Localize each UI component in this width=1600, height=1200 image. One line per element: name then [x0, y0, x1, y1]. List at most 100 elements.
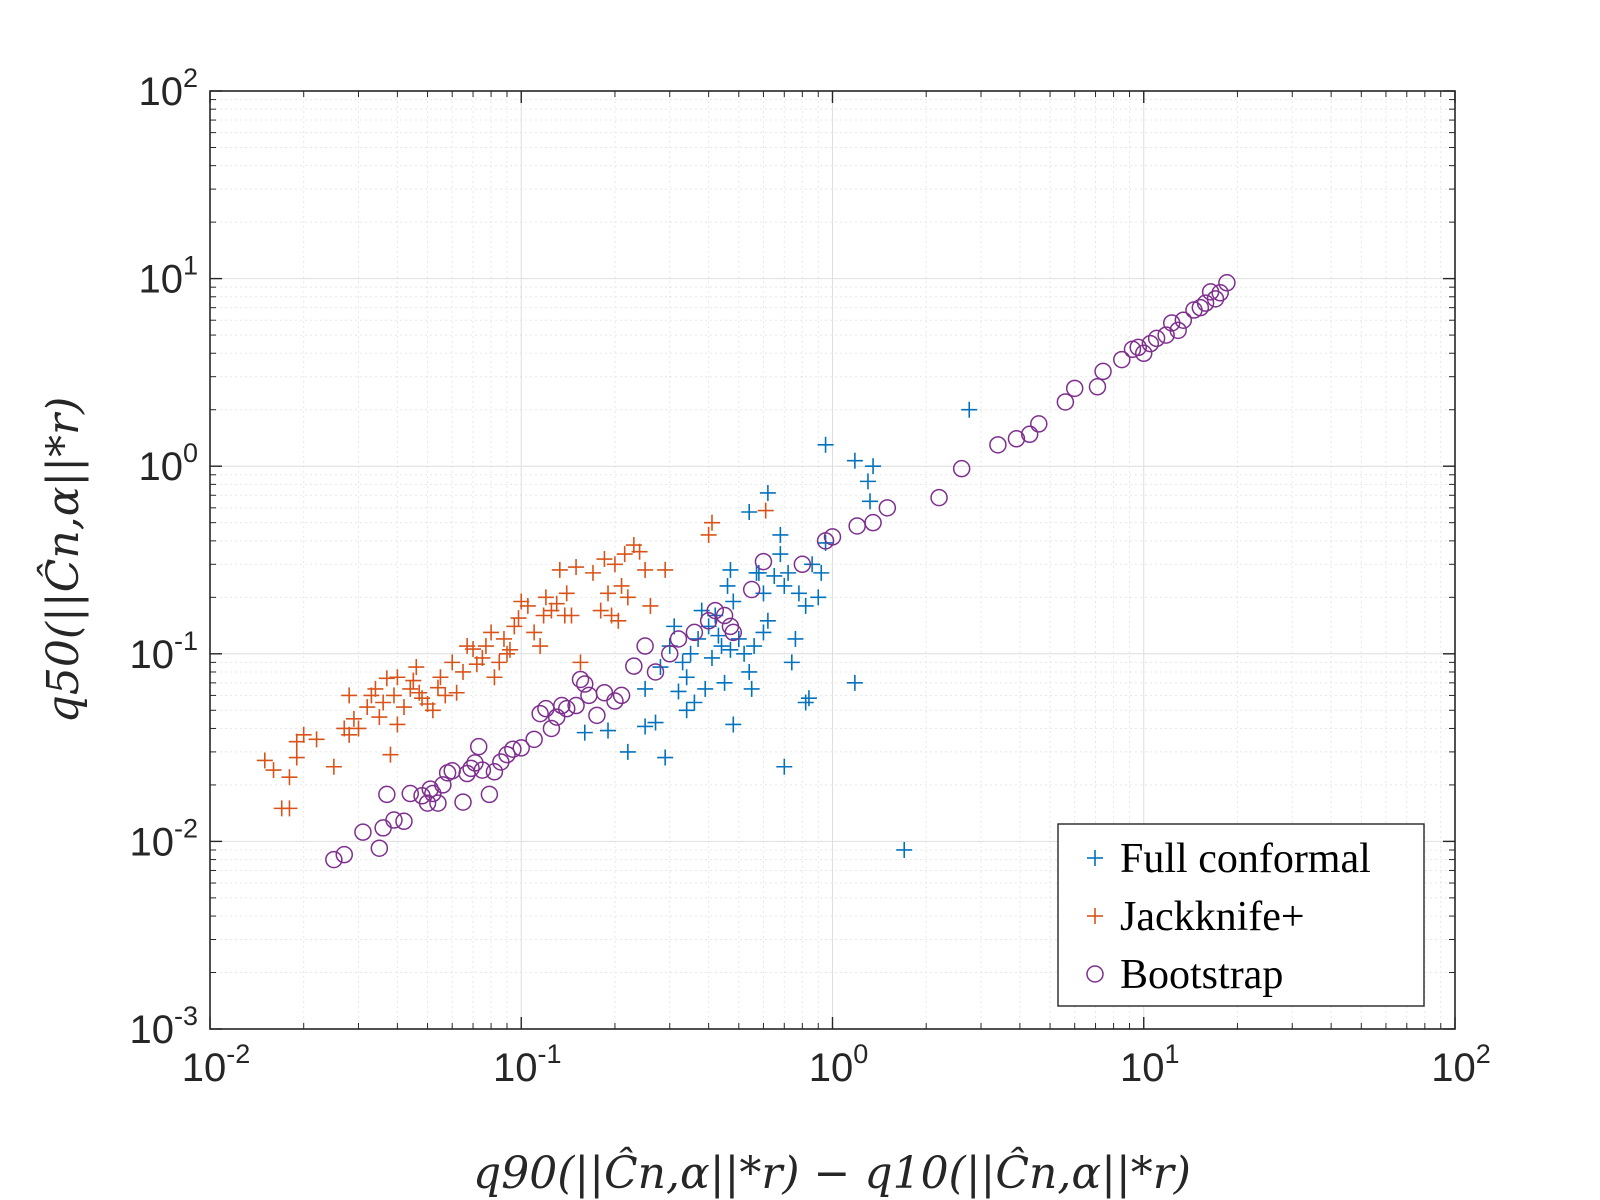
- jackknife-point: [405, 672, 422, 689]
- full-conformal-point: [746, 638, 763, 655]
- jackknife-point: [584, 564, 601, 581]
- jackknife-point: [375, 694, 392, 711]
- jackknife-point: [432, 669, 449, 686]
- jackknife-point: [448, 684, 465, 701]
- jackknife-point: [281, 769, 298, 786]
- bootstrap-point: [335, 845, 354, 864]
- jackknife-point: [568, 559, 585, 576]
- bootstrap-point: [1056, 393, 1075, 411]
- jackknife-point: [437, 687, 454, 704]
- bootstrap-point: [1065, 379, 1084, 398]
- bootstrap-point: [469, 737, 488, 756]
- legend-marker-bootstrap: [1086, 965, 1104, 983]
- jackknife-point: [491, 654, 508, 671]
- bootstrap-point: [1020, 425, 1039, 444]
- full-conformal-point: [759, 612, 776, 629]
- bootstrap-point: [706, 601, 724, 620]
- full-conformal-point: [682, 645, 699, 662]
- bootstrap-point: [378, 785, 396, 804]
- full-conformal-point: [790, 585, 807, 602]
- bootstrap-point: [512, 739, 530, 757]
- bootstrap-point: [742, 580, 761, 599]
- bootstrap-point: [434, 776, 452, 794]
- bootstrap-point: [1211, 284, 1229, 302]
- bootstrap-point: [1169, 321, 1187, 340]
- full-conformal-point: [674, 654, 691, 671]
- jackknife-point: [619, 589, 636, 606]
- bootstrap-point: [715, 606, 734, 625]
- y-axis-label: q50(||Ĉn,α||*r): [36, 397, 89, 724]
- full-conformal-point: [961, 401, 978, 418]
- bootstrap-point: [1218, 274, 1236, 292]
- jackknife-point: [486, 669, 503, 686]
- legend-label-jackknife: Jackknife+: [1120, 894, 1305, 940]
- bootstrap-point: [325, 850, 343, 869]
- legend-label-bootstrap: Bootstrap: [1120, 952, 1283, 998]
- jackknife-point: [295, 726, 312, 743]
- jackknife-point: [757, 502, 774, 519]
- jackknife-point: [325, 758, 342, 775]
- jackknife-point: [382, 746, 399, 763]
- bootstrap-point: [754, 552, 773, 571]
- x-tick-label: 10-1: [493, 1039, 562, 1090]
- bootstrap-point: [1030, 415, 1048, 433]
- jackknife-point: [444, 654, 461, 671]
- jackknife-point: [548, 595, 565, 612]
- full-conformal-point: [817, 436, 834, 453]
- jackknife-point: [265, 762, 282, 779]
- jackknife-point: [616, 546, 633, 563]
- full-conformal-point: [725, 593, 742, 610]
- jackknife-point: [371, 709, 388, 726]
- bootstrap-point: [385, 811, 403, 829]
- bootstrap-point: [625, 657, 643, 675]
- jackknife-point: [513, 593, 530, 610]
- jackknife-point: [350, 720, 367, 737]
- jackknife-point: [308, 731, 325, 748]
- y-tick-label: 10-2: [129, 813, 198, 864]
- bootstrap-point: [1113, 350, 1131, 369]
- bootstrap-point: [525, 730, 543, 749]
- jackknife-point: [389, 669, 406, 686]
- jackknife-point: [637, 561, 654, 578]
- bootstrap-point: [661, 645, 679, 663]
- full-conformal-point: [776, 758, 793, 775]
- x-tick-label: 101: [1120, 1039, 1180, 1090]
- full-conformal-point: [722, 561, 739, 578]
- full-conformal-point: [736, 645, 753, 662]
- jackknife-point: [483, 624, 500, 641]
- full-conformal-point: [637, 680, 654, 697]
- jackknife-point: [495, 630, 512, 647]
- jackknife-point: [367, 680, 384, 697]
- full-conformal-point: [759, 484, 776, 501]
- bootstrap-point: [421, 780, 439, 798]
- full-conformal-point: [710, 627, 727, 644]
- jackknife-point: [700, 526, 717, 543]
- bootstrap-point: [1094, 362, 1112, 381]
- bootstrap-point: [462, 759, 480, 778]
- jackknife-point: [532, 638, 549, 655]
- bootstrap-point: [454, 793, 472, 811]
- bootstrap-point: [1135, 344, 1153, 363]
- jackknife-point: [642, 597, 659, 614]
- full-conformal-point: [859, 473, 876, 490]
- bootstrap-point: [699, 612, 718, 630]
- bootstrap-point: [418, 794, 437, 812]
- jackknife-point: [288, 733, 305, 750]
- y-tick-label: 10-3: [129, 1001, 198, 1052]
- series-bootstrap: [325, 274, 1236, 869]
- full-conformal-point: [697, 680, 714, 697]
- full-conformal-point: [766, 567, 783, 584]
- jackknife-point: [359, 699, 376, 716]
- full-conformal-point: [652, 659, 669, 676]
- bootstrap-point: [636, 637, 654, 655]
- jackknife-point: [256, 752, 273, 769]
- full-conformal-point: [741, 503, 758, 520]
- full-conformal-point: [725, 716, 742, 733]
- bootstrap-point: [1147, 329, 1166, 348]
- bootstrap-point: [823, 528, 842, 546]
- jackknife-point: [474, 649, 491, 666]
- series-full-conformal: [576, 401, 978, 858]
- full-conformal-point: [772, 526, 789, 543]
- jackknife-point: [657, 561, 674, 578]
- y-tick-label: 102: [138, 63, 198, 114]
